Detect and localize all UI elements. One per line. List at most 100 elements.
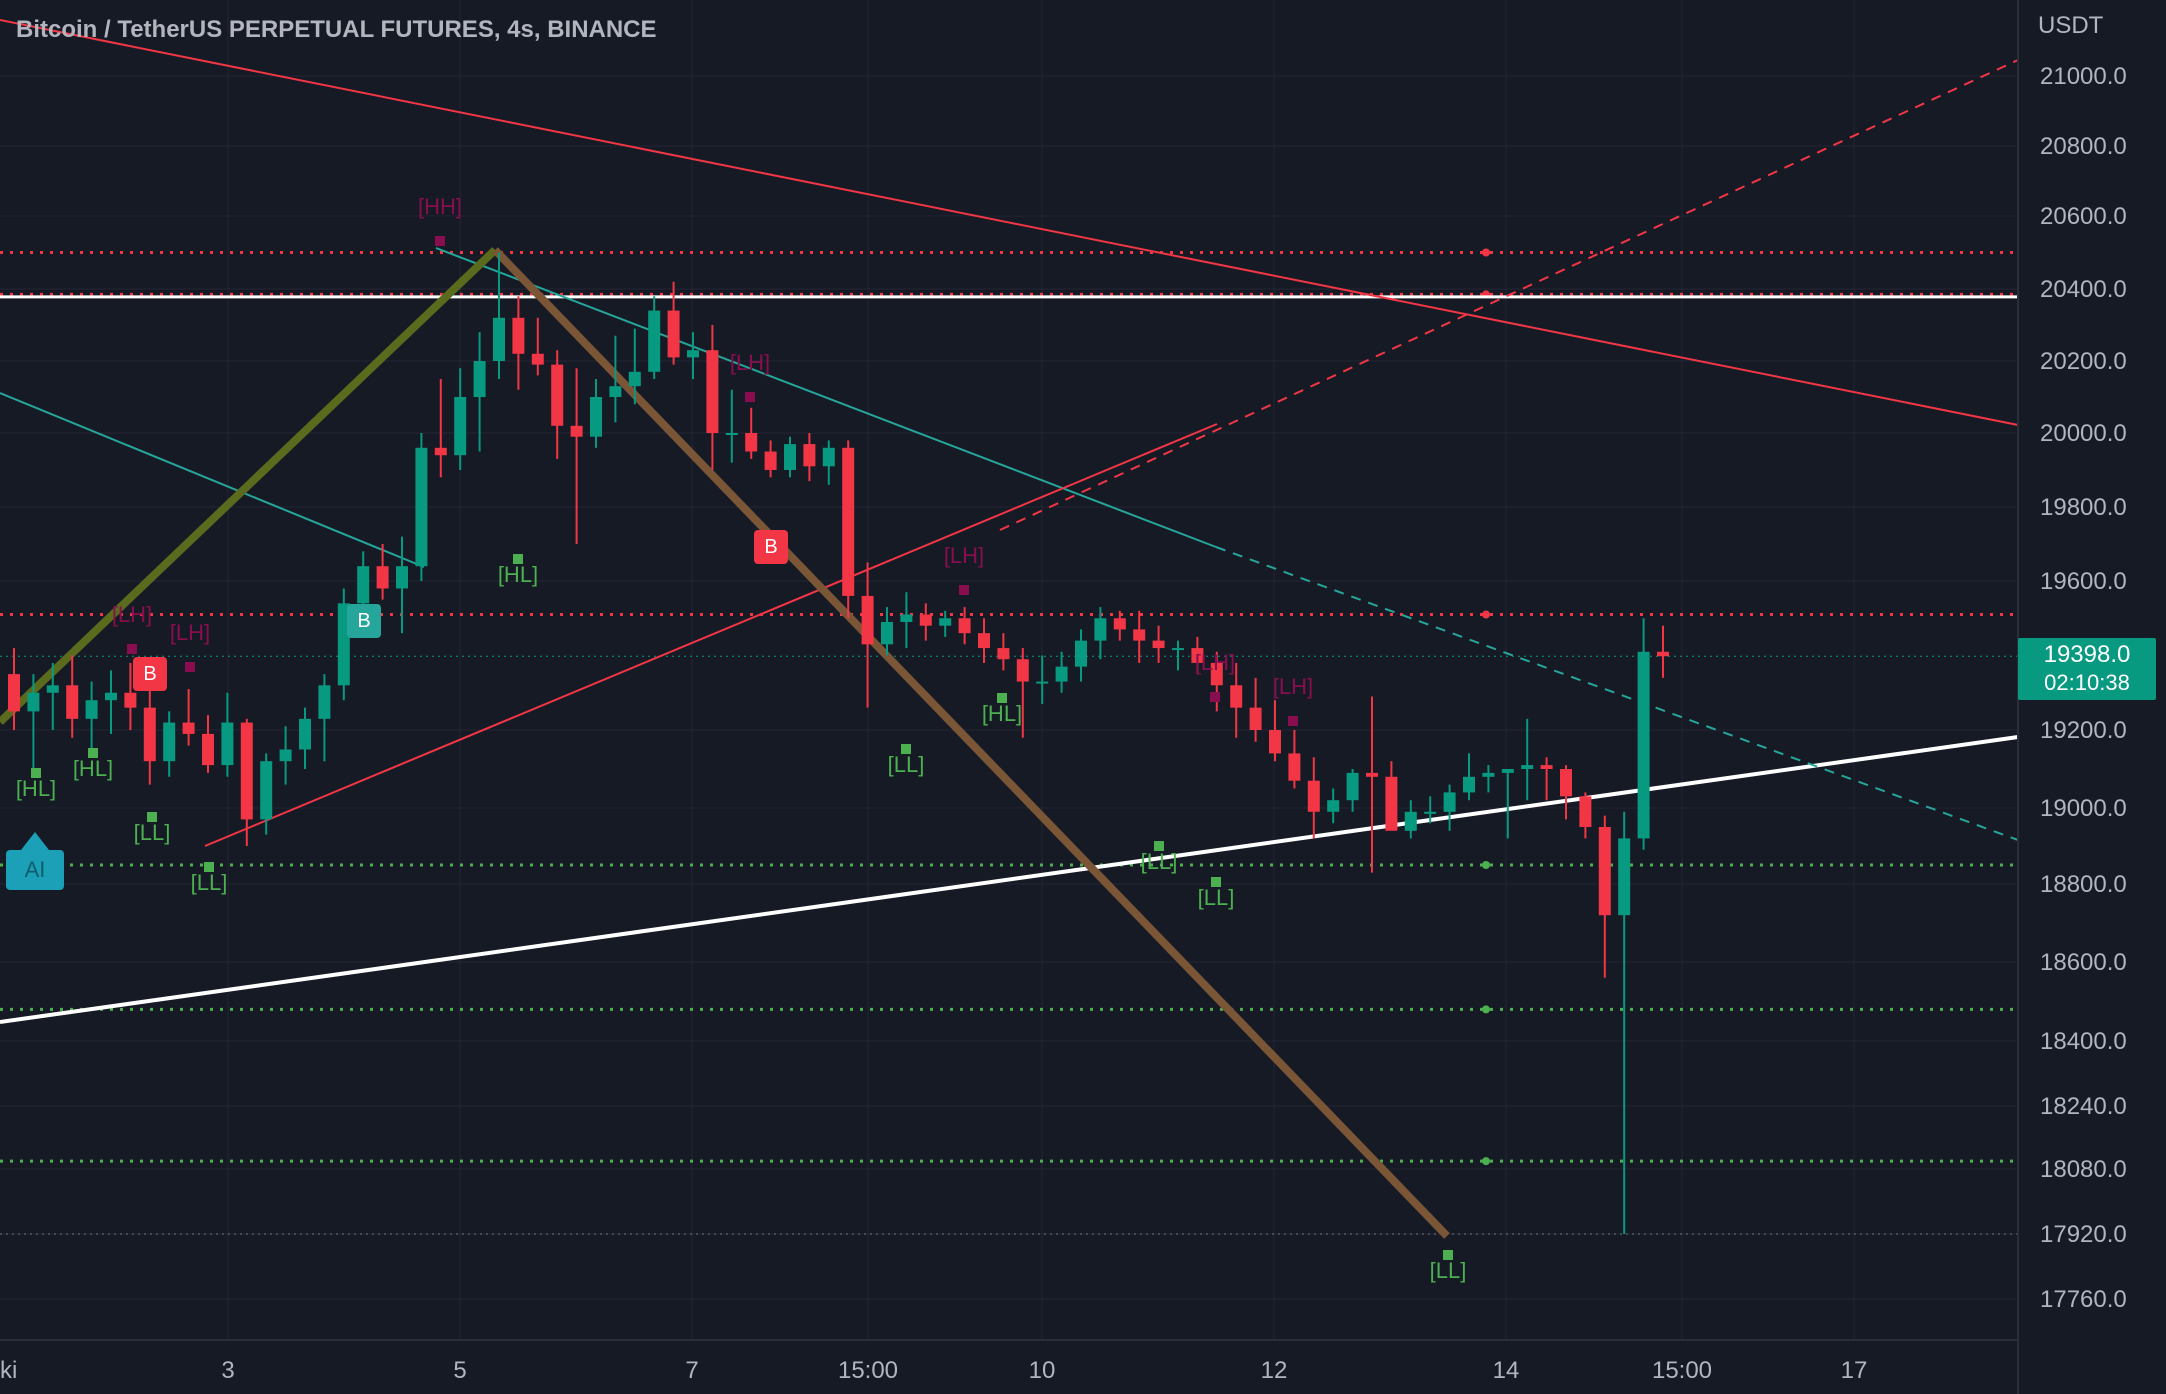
- candle-down: [1133, 610, 1146, 663]
- candle-body: [1172, 648, 1184, 651]
- pivot-marker: [997, 693, 1007, 703]
- pivot-marker: [204, 862, 214, 872]
- candle-up: [628, 328, 641, 405]
- candle-body: [396, 566, 408, 589]
- candle-body: [434, 447, 447, 456]
- x-tick-label: 3: [221, 1357, 234, 1384]
- trendlines: [0, 19, 2019, 1239]
- candle-body: [881, 621, 893, 645]
- candle-body: [1404, 811, 1417, 831]
- candle-up: [1055, 651, 1068, 693]
- candle-body: [531, 353, 544, 365]
- brown-down-leg: [492, 247, 1450, 1239]
- candle-up: [609, 335, 622, 423]
- pivot-low-label: [HL]: [73, 756, 113, 781]
- last-price-tag: 19398.0 02:10:38: [2018, 638, 2156, 700]
- candle-body: [163, 722, 176, 762]
- candle-down: [978, 618, 990, 663]
- candle-body: [1288, 753, 1301, 781]
- candle-down: [143, 674, 156, 785]
- candle-down: [706, 325, 719, 470]
- candle-body: [745, 433, 758, 452]
- candle-body: [8, 674, 20, 712]
- pivot-marker: [513, 554, 523, 564]
- candles: [8, 252, 1669, 1234]
- candle-up: [27, 674, 40, 777]
- candle-up: [1482, 765, 1495, 793]
- chart-title: Bitcoin / TetherUS PERPETUAL FUTURES, 4s…: [16, 16, 657, 43]
- candle-body: [1482, 772, 1495, 777]
- candle-down: [1579, 792, 1592, 839]
- pivot-high-label: [HH]: [418, 194, 462, 219]
- candle-down: [1385, 761, 1398, 831]
- candle-body: [260, 761, 273, 820]
- candle-up: [1327, 788, 1340, 824]
- candle-body: [978, 633, 990, 649]
- candle-body: [454, 397, 467, 456]
- candle-body: [1618, 838, 1631, 916]
- candle-body: [1501, 769, 1514, 773]
- pivot-low-label: [LL]: [888, 752, 925, 777]
- candle-body: [939, 618, 952, 626]
- candle-body: [628, 371, 641, 387]
- candle-down: [1113, 610, 1126, 641]
- x-tick-label: 15:00: [1652, 1357, 1712, 1384]
- y-tick-label: 18800.0: [2040, 871, 2127, 898]
- candle-body: [551, 364, 564, 426]
- candle-down: [764, 440, 777, 478]
- candle-body: [1637, 651, 1650, 839]
- buy-signal-badge[interactable]: B: [347, 604, 381, 638]
- candle-body: [764, 451, 777, 470]
- teal-descending-line: [435, 247, 1217, 548]
- x-tick-label: 12: [1261, 1357, 1288, 1384]
- buy-signal-badge[interactable]: B: [133, 657, 167, 691]
- candle-body: [1036, 681, 1049, 684]
- candle-body: [803, 444, 816, 467]
- candle-up: [1637, 618, 1650, 850]
- candle-body: [66, 685, 79, 719]
- level-anchor-dot: [1482, 610, 1490, 619]
- candle-body: [46, 685, 59, 693]
- buy-signal-badge[interactable]: B: [754, 530, 788, 564]
- candle-down: [1657, 625, 1669, 678]
- candle-body: [590, 397, 602, 437]
- candle-body: [1307, 780, 1320, 812]
- horizontal-levels: [0, 248, 2018, 1235]
- currency-unit: USDT: [2038, 12, 2104, 39]
- pivot-low-label: [HL]: [498, 562, 538, 587]
- candle-down: [434, 379, 447, 478]
- candle-up: [1618, 811, 1631, 1234]
- level-anchor-dot: [1482, 1005, 1490, 1014]
- pivot-high-label: [LH]: [730, 350, 770, 375]
- candle-body: [512, 317, 525, 354]
- candle-body: [900, 614, 913, 622]
- candle-up: [473, 332, 486, 452]
- candle-down: [1598, 815, 1611, 978]
- candle-up: [1501, 769, 1514, 839]
- candle-down: [803, 433, 816, 482]
- candle-down: [1016, 648, 1029, 738]
- y-tick-label: 17920.0: [2040, 1221, 2127, 1248]
- candle-down: [512, 296, 525, 390]
- candle-body: [337, 603, 350, 686]
- support-trendline: [0, 735, 2019, 1024]
- candle-up: [1463, 753, 1475, 801]
- candle-body: [182, 722, 195, 734]
- olive-up-leg: [0, 247, 498, 725]
- pivot-low-label: [LL]: [1141, 849, 1178, 874]
- y-tick-label: 19200.0: [2040, 717, 2127, 744]
- candle-body: [706, 350, 719, 433]
- ai-badge[interactable]: AI: [6, 832, 64, 890]
- candle-up: [1036, 655, 1049, 704]
- candle-body: [1152, 640, 1165, 649]
- candle-up: [784, 436, 796, 478]
- candle-body: [1521, 765, 1534, 769]
- candle-down: [551, 350, 564, 459]
- candle-up: [822, 440, 835, 485]
- candle-down: [919, 603, 932, 641]
- candle-up: [454, 368, 467, 470]
- candle-body: [1249, 707, 1262, 730]
- candle-body: [1075, 640, 1087, 667]
- candle-down: [997, 633, 1010, 671]
